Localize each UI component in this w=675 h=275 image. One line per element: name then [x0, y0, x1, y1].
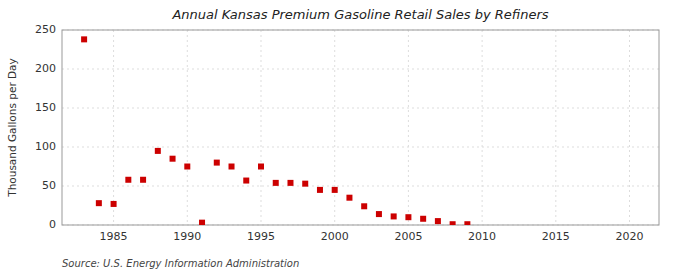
data-point — [243, 178, 249, 184]
y-tick-label: 100 — [35, 140, 56, 153]
data-point — [287, 180, 293, 186]
data-point — [405, 214, 411, 220]
x-grid-line — [408, 30, 409, 225]
data-point — [361, 203, 367, 209]
x-tick-label: 2020 — [616, 230, 644, 243]
data-point — [464, 221, 470, 225]
chart-container: 0 50 100 150 200 250 1985 1990 1995 2000 2005 2010 2… — [0, 0, 675, 275]
data-point — [391, 213, 397, 219]
y-tick-label: 0 — [49, 218, 56, 231]
data-point — [317, 187, 323, 193]
x-grid-line — [334, 30, 335, 225]
source-note: Source: U.S. Energy Information Administ… — [62, 258, 299, 269]
y-grid-line — [62, 147, 659, 148]
y-grid-line — [62, 186, 659, 187]
chart-svg: 0 50 100 150 200 250 1985 1990 1995 2000 2005 2010 2… — [0, 0, 675, 275]
data-point — [81, 36, 87, 42]
y-tick-label: 200 — [35, 62, 56, 75]
data-point — [420, 216, 426, 222]
data-point — [125, 177, 131, 183]
x-tick-label: 1995 — [247, 230, 275, 243]
y-tick-label: 250 — [35, 23, 56, 36]
data-point — [214, 160, 220, 166]
data-point — [435, 218, 441, 224]
x-grid-line — [629, 30, 630, 225]
data-point — [273, 180, 279, 186]
y-axis-label: Thousand Gallons per Day — [6, 58, 18, 198]
x-grid-line — [187, 30, 188, 225]
y-tick-label: 150 — [35, 101, 56, 114]
data-point — [346, 195, 352, 201]
x-grid-line — [261, 30, 262, 225]
x-tick-label: 1985 — [100, 230, 128, 243]
data-point — [199, 220, 205, 225]
plot-frame — [62, 30, 659, 225]
data-point — [258, 164, 264, 170]
x-grid-line — [113, 30, 114, 225]
data-point — [376, 211, 382, 217]
x-grid-line — [482, 30, 483, 225]
data-point — [184, 164, 190, 170]
grid — [62, 30, 659, 225]
data-point — [302, 181, 308, 187]
y-tick-label: 50 — [42, 179, 56, 192]
data-point — [332, 187, 338, 193]
chart-title: Annual Kansas Premium Gasoline Retail Sa… — [171, 7, 548, 22]
data-point — [229, 164, 235, 170]
x-grid-line — [555, 30, 556, 225]
points — [81, 36, 470, 225]
x-tick-label: 2000 — [321, 230, 349, 243]
data-point — [170, 156, 176, 162]
x-tick-label: 2015 — [542, 230, 570, 243]
data-point — [450, 221, 456, 225]
data-point — [155, 148, 161, 154]
y-grid-line — [62, 69, 659, 70]
x-tick-label: 2005 — [394, 230, 422, 243]
data-point — [96, 200, 102, 206]
x-tick-label: 2010 — [468, 230, 496, 243]
y-grid-line — [62, 108, 659, 109]
data-point — [111, 201, 117, 207]
x-tick-label: 1990 — [173, 230, 201, 243]
data-point — [140, 177, 146, 183]
